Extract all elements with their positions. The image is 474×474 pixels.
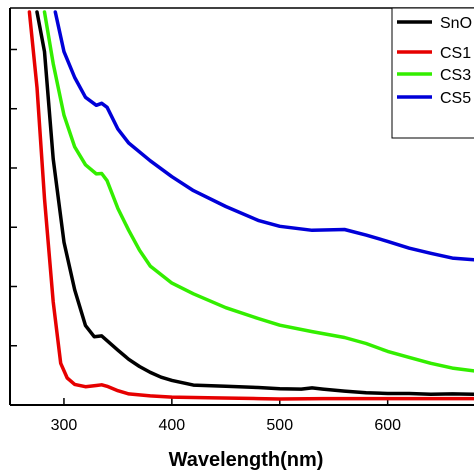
legend: SnO CS1 CS3 CS5 bbox=[391, 7, 474, 139]
legend-label-2: CS3 bbox=[440, 67, 471, 84]
y-ticks bbox=[10, 48, 17, 347]
legend-label-3: CS5 bbox=[440, 90, 471, 107]
x-ticks: 300 400 500 600 bbox=[51, 398, 401, 434]
series-line-3 bbox=[53, 10, 474, 262]
x-tick-label-1: 400 bbox=[159, 417, 186, 434]
x-tick-label-2: 500 bbox=[266, 417, 293, 434]
legend-label-1: CS1 bbox=[440, 45, 471, 62]
x-tick-label-3: 600 bbox=[374, 417, 401, 434]
series-line-2 bbox=[42, 10, 474, 373]
x-axis-title: Wavelength(nm) bbox=[169, 449, 324, 471]
x-tick-label-0: 300 bbox=[51, 417, 78, 434]
legend-label-0: SnO bbox=[440, 15, 472, 32]
series-layer bbox=[27, 10, 474, 401]
legend-entry-3: CS5 bbox=[397, 90, 471, 107]
legend-entry-2: CS3 bbox=[397, 67, 471, 84]
series-line-1 bbox=[27, 10, 474, 401]
legend-entry-1: CS1 bbox=[397, 45, 471, 62]
legend-entry-0: SnO bbox=[397, 15, 472, 32]
series-line-0 bbox=[35, 10, 474, 397]
